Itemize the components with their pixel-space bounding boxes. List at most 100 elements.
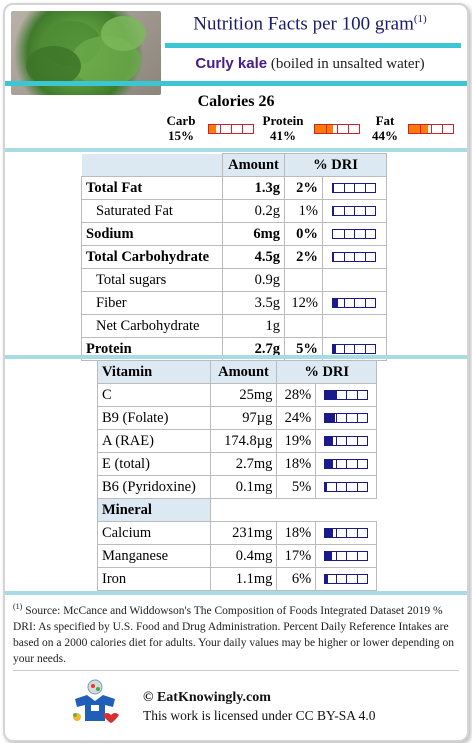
table-row: Sodium 6mg 0%: [81, 222, 388, 246]
credit-site[interactable]: © EatKnowingly.com: [143, 690, 271, 705]
macro-bar-fat: [408, 124, 454, 134]
nutrient-amount: 2.7mg: [209, 452, 278, 476]
nutrient-amount: 231mg: [209, 521, 278, 545]
dri-bar: [332, 206, 377, 217]
table-row: Fiber 3.5g 12%: [81, 291, 388, 315]
kale-photo: [11, 11, 161, 95]
nutrient-dri: 0%: [283, 222, 323, 246]
vitamin-header: Vitamin: [97, 360, 211, 384]
nutrient-dri: 28%: [276, 383, 317, 407]
macro-value: 44%: [372, 128, 398, 143]
title-footnote-ref: (1): [413, 13, 427, 25]
nutrient-dri-bar-cell: [321, 199, 388, 223]
macro-bar-fill: [409, 125, 429, 133]
macro-bar-protein: [314, 124, 360, 134]
nutrient-name: Total Carbohydrate: [81, 245, 223, 269]
food-detail: (boiled in unsalted water): [270, 56, 425, 72]
macro-carb: Carb 15%: [161, 113, 201, 143]
nutrient-name: Total Fat: [81, 176, 223, 200]
nutrient-name: Fiber: [81, 291, 223, 315]
credit-license[interactable]: This work is licensed under CC BY-SA 4.0: [143, 708, 376, 723]
nutrient-dri-bar-cell: [321, 176, 388, 200]
nutrient-dri-bar-cell: [321, 268, 388, 292]
nutrient-amount: 97µg: [209, 406, 278, 430]
nutrient-dri-bar-cell: [321, 222, 388, 246]
macro-fat: Fat 44%: [367, 113, 403, 143]
nutrient-dri: 24%: [276, 406, 317, 430]
nutrient-name: Iron: [97, 567, 211, 591]
nutrient-amount: 4.5g: [222, 245, 285, 269]
nutrient-dri: [283, 314, 323, 338]
food-name: Curly kale: [195, 55, 268, 72]
table-row: Total sugars 0.9g: [81, 268, 388, 292]
credit-divider: [13, 670, 459, 671]
table-separator: [5, 355, 467, 359]
nutrient-dri-bar-cell: [315, 429, 377, 453]
header-separator: [5, 81, 467, 86]
nutrient-amount: 1g: [222, 314, 285, 338]
macro-label: Fat: [375, 113, 395, 128]
dri-bar: [324, 436, 369, 447]
table-header-blank: [81, 153, 223, 177]
nutrient-name: B9 (Folate): [97, 406, 211, 430]
macros-separator: [5, 148, 467, 152]
nutrient-name: Saturated Fat: [81, 199, 223, 223]
food-subtitle: Curly kale (boiled in unsalted water): [165, 55, 455, 73]
macro-value: 41%: [270, 128, 296, 143]
dri-bar: [324, 482, 369, 493]
nutrient-dri-bar-cell: [315, 475, 377, 499]
macro-bar-carb: [208, 124, 254, 134]
nutrient-dri-bar-cell: [321, 291, 388, 315]
table-row: E (total) 2.7mg 18%: [97, 452, 377, 476]
nutrient-dri: 5%: [276, 475, 317, 499]
page-title: Nutrition Facts per 100 gram(1): [165, 13, 455, 35]
nutrient-name: Total sugars: [81, 268, 223, 292]
nutrient-name: Net Carbohydrate: [81, 314, 223, 338]
vitamin-table: Vitamin Amount % DRI C 25mg 28% B9 (Folate)…: [97, 360, 378, 591]
table-row: B6 (Pyridoxine) 0.1mg 5%: [97, 475, 377, 499]
nutrient-amount: 0.4mg: [209, 544, 278, 568]
table-row: C 25mg 28%: [97, 383, 377, 407]
nutrient-dri: 17%: [276, 544, 317, 568]
macro-value: 15%: [168, 128, 194, 143]
dri-bar: [324, 528, 369, 539]
table-row: Calcium 231mg 18%: [97, 521, 377, 545]
nutrient-name: C: [97, 383, 211, 407]
vitamin-amount-header: Amount: [209, 360, 278, 384]
footnote-text: Source: McCance and Widdowson's The Comp…: [13, 604, 455, 665]
table-row: Saturated Fat 0.2g 1%: [81, 199, 388, 223]
nutrient-dri: [283, 268, 323, 292]
dri-bar: [332, 252, 377, 263]
table-header-amount: Amount: [222, 153, 285, 177]
nutrient-name: E (total): [97, 452, 211, 476]
dri-bar: [324, 459, 369, 470]
dri-bar: [332, 229, 377, 240]
table-row: Manganese 0.4mg 17%: [97, 544, 377, 568]
dri-bar: [332, 183, 377, 194]
nutrient-dri: 12%: [283, 291, 323, 315]
eatknowingly-logo-icon: [73, 679, 119, 723]
nutrient-dri-bar-cell: [315, 383, 377, 407]
mineral-header-row: Mineral: [97, 498, 378, 522]
credit-block: © EatKnowingly.com This work is licensed…: [143, 688, 376, 725]
nutrient-name: Sodium: [81, 222, 223, 246]
nutrient-name: Manganese: [97, 544, 211, 568]
nutrient-dri: 18%: [276, 452, 317, 476]
footnote-separator: [5, 591, 467, 595]
dri-bar: [332, 298, 377, 309]
footnote-ref: (1): [13, 602, 23, 611]
nutrient-dri-bar-cell: [321, 245, 388, 269]
footnote: (1) Source: McCance and Widdowson's The …: [13, 599, 461, 667]
nutrient-dri: 19%: [276, 429, 317, 453]
mineral-header: Mineral: [97, 498, 211, 522]
table-row: Total Fat 1.3g 2%: [81, 176, 388, 200]
table-row: Total Carbohydrate 4.5g 2%: [81, 245, 388, 269]
table-header-dri: % DRI: [283, 153, 388, 177]
nutrient-dri: 6%: [276, 567, 317, 591]
macro-label: Protein: [262, 113, 304, 128]
nutrient-dri-bar-cell: [321, 314, 388, 338]
dri-bar: [332, 344, 377, 355]
table-row: B9 (Folate) 97µg 24%: [97, 406, 377, 430]
macro-label: Carb: [166, 113, 196, 128]
nutrient-dri-bar-cell: [315, 567, 377, 591]
